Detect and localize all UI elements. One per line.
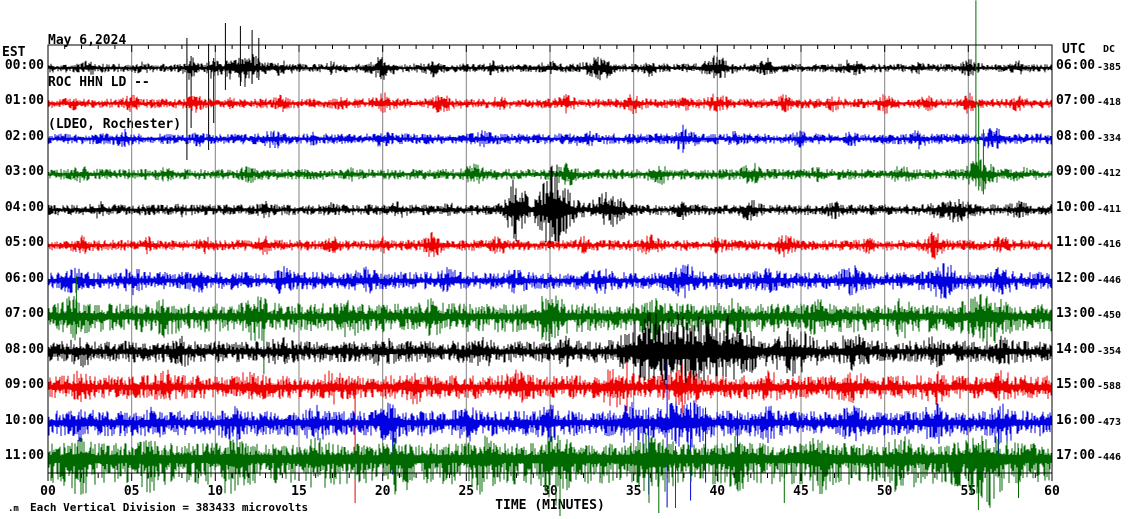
grid-lines	[131, 45, 969, 473]
utc-hour-label: 17:00	[1056, 447, 1096, 463]
plot-border	[47, 44, 1053, 474]
utc-hour-label: 10:00	[1056, 199, 1096, 215]
title-location: (LDEO, Rochester)	[48, 117, 182, 132]
est-hour-label: 09:00	[4, 377, 44, 393]
dc-value: -446	[1097, 451, 1122, 463]
title-date: May 6,2024	[48, 33, 127, 48]
x-tick-label: 00	[40, 484, 56, 499]
dc-value: -354	[1097, 345, 1122, 357]
footer-prefix-mark: .m	[8, 504, 19, 514]
dc-value: -473	[1097, 416, 1122, 428]
est-timezone-header: EST	[2, 45, 26, 60]
est-hour-label: 07:00	[4, 306, 44, 322]
est-hour-label: 04:00	[4, 199, 44, 215]
title-station: ROC HHN LD --	[48, 75, 150, 90]
x-axis-label: TIME (MINUTES)	[495, 498, 605, 513]
est-hour-label: 10:00	[4, 412, 44, 428]
seismic-trace-est-03:00	[48, 0, 1052, 195]
dc-value: -418	[1097, 97, 1122, 109]
dc-value: -416	[1097, 239, 1122, 251]
dc-column-header: DC	[1103, 44, 1116, 55]
seismic-trace-est-09:00	[48, 361, 1052, 504]
est-hour-label: 00:00	[4, 58, 44, 73]
x-tick-label: 05	[124, 484, 140, 499]
vertical-division-note: Each Vertical Division = 383433 microvol…	[30, 501, 309, 514]
est-hour-label: 08:00	[4, 341, 44, 357]
est-hour-label: 01:00	[4, 93, 44, 109]
utc-hour-label: 09:00	[1056, 164, 1096, 180]
dc-value: -450	[1097, 310, 1122, 322]
dc-value: -446	[1097, 274, 1122, 286]
est-hour-label: 03:00	[4, 164, 44, 180]
est-hour-label: 05:00	[4, 235, 44, 251]
seismic-trace-est-06:00	[48, 263, 1052, 299]
x-tick-label: 60	[1044, 484, 1060, 499]
est-hour-label: 06:00	[4, 270, 44, 286]
seismic-trace-est-08:00	[48, 312, 1052, 392]
x-tick-label: 45	[793, 484, 809, 499]
seismic-trace-est-11:00	[48, 432, 1052, 516]
utc-hour-label: 11:00	[1056, 235, 1096, 251]
x-tick-label: 15	[291, 484, 307, 499]
x-tick-label: 40	[709, 484, 725, 499]
x-tick-label: 25	[458, 484, 474, 499]
x-tick-label: 35	[626, 484, 642, 499]
x-tick-label: 20	[375, 484, 391, 499]
x-tick-label: 10	[207, 484, 223, 499]
utc-hour-label: 13:00	[1056, 306, 1096, 322]
utc-hour-label: 08:00	[1056, 128, 1096, 144]
dc-value: -385	[1097, 62, 1122, 73]
est-hour-label: 11:00	[4, 447, 44, 463]
dc-value: -411	[1097, 203, 1122, 215]
utc-hour-label: 12:00	[1056, 270, 1096, 286]
dc-value: -588	[1097, 381, 1122, 393]
dc-value: -412	[1097, 168, 1122, 180]
utc-hour-label: 07:00	[1056, 93, 1096, 109]
x-tick-label: 55	[960, 484, 976, 499]
x-tick-label: 50	[877, 484, 893, 499]
seismic-trace-est-01:00	[48, 92, 1052, 115]
seismic-trace-est-07:00	[48, 276, 1052, 375]
utc-timezone-header: UTC	[1062, 42, 1086, 57]
utc-hour-label: 16:00	[1056, 412, 1096, 428]
seismic-trace-est-05:00	[48, 232, 1052, 260]
seismic-trace-est-10:00	[48, 362, 1052, 508]
utc-hour-label: 15:00	[1056, 377, 1096, 393]
seismic-trace-est-04:00	[48, 164, 1052, 249]
seismic-trace-est-00:00	[48, 23, 1052, 160]
utc-hour-label: 14:00	[1056, 341, 1096, 357]
est-hour-label: 02:00	[4, 128, 44, 144]
dc-value: -334	[1097, 132, 1122, 144]
seismic-trace-est-02:00	[48, 124, 1052, 153]
utc-hour-label: 06:00	[1056, 58, 1096, 73]
title-block: May 6,2024 ROC HHN LD -- (LDEO, Rocheste…	[48, 6, 181, 160]
